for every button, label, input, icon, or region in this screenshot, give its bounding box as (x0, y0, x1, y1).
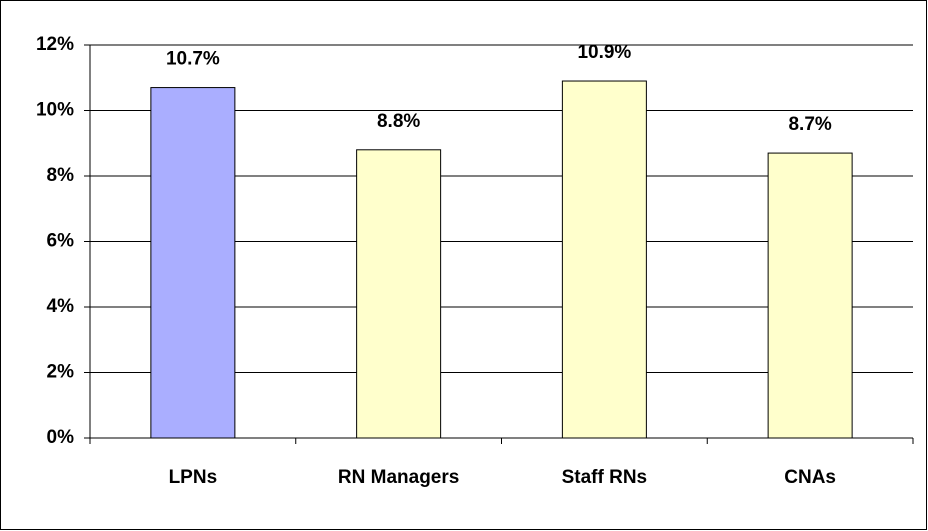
y-tick-label: 0% (47, 427, 75, 448)
x-tick-label: Staff RNs (562, 467, 648, 488)
y-tick-label: 8% (47, 165, 75, 186)
x-tick-label: LPNs (169, 467, 218, 488)
y-tick-label: 2% (47, 362, 75, 383)
value-label: 8.7% (788, 114, 831, 135)
bar (561, 80, 647, 439)
x-tick-label: RN Managers (338, 467, 459, 488)
bar (356, 149, 442, 439)
y-tick-label: 12% (36, 34, 74, 55)
value-label: 10.7% (166, 49, 220, 70)
y-tick-label: 4% (47, 296, 75, 317)
x-tick-label: CNAs (784, 467, 836, 488)
y-tick-label: 6% (47, 231, 75, 252)
bar (150, 87, 236, 439)
bar (767, 152, 853, 439)
value-label: 10.9% (577, 42, 631, 63)
y-tick-label: 10% (36, 100, 74, 121)
value-label: 8.8% (377, 111, 420, 132)
